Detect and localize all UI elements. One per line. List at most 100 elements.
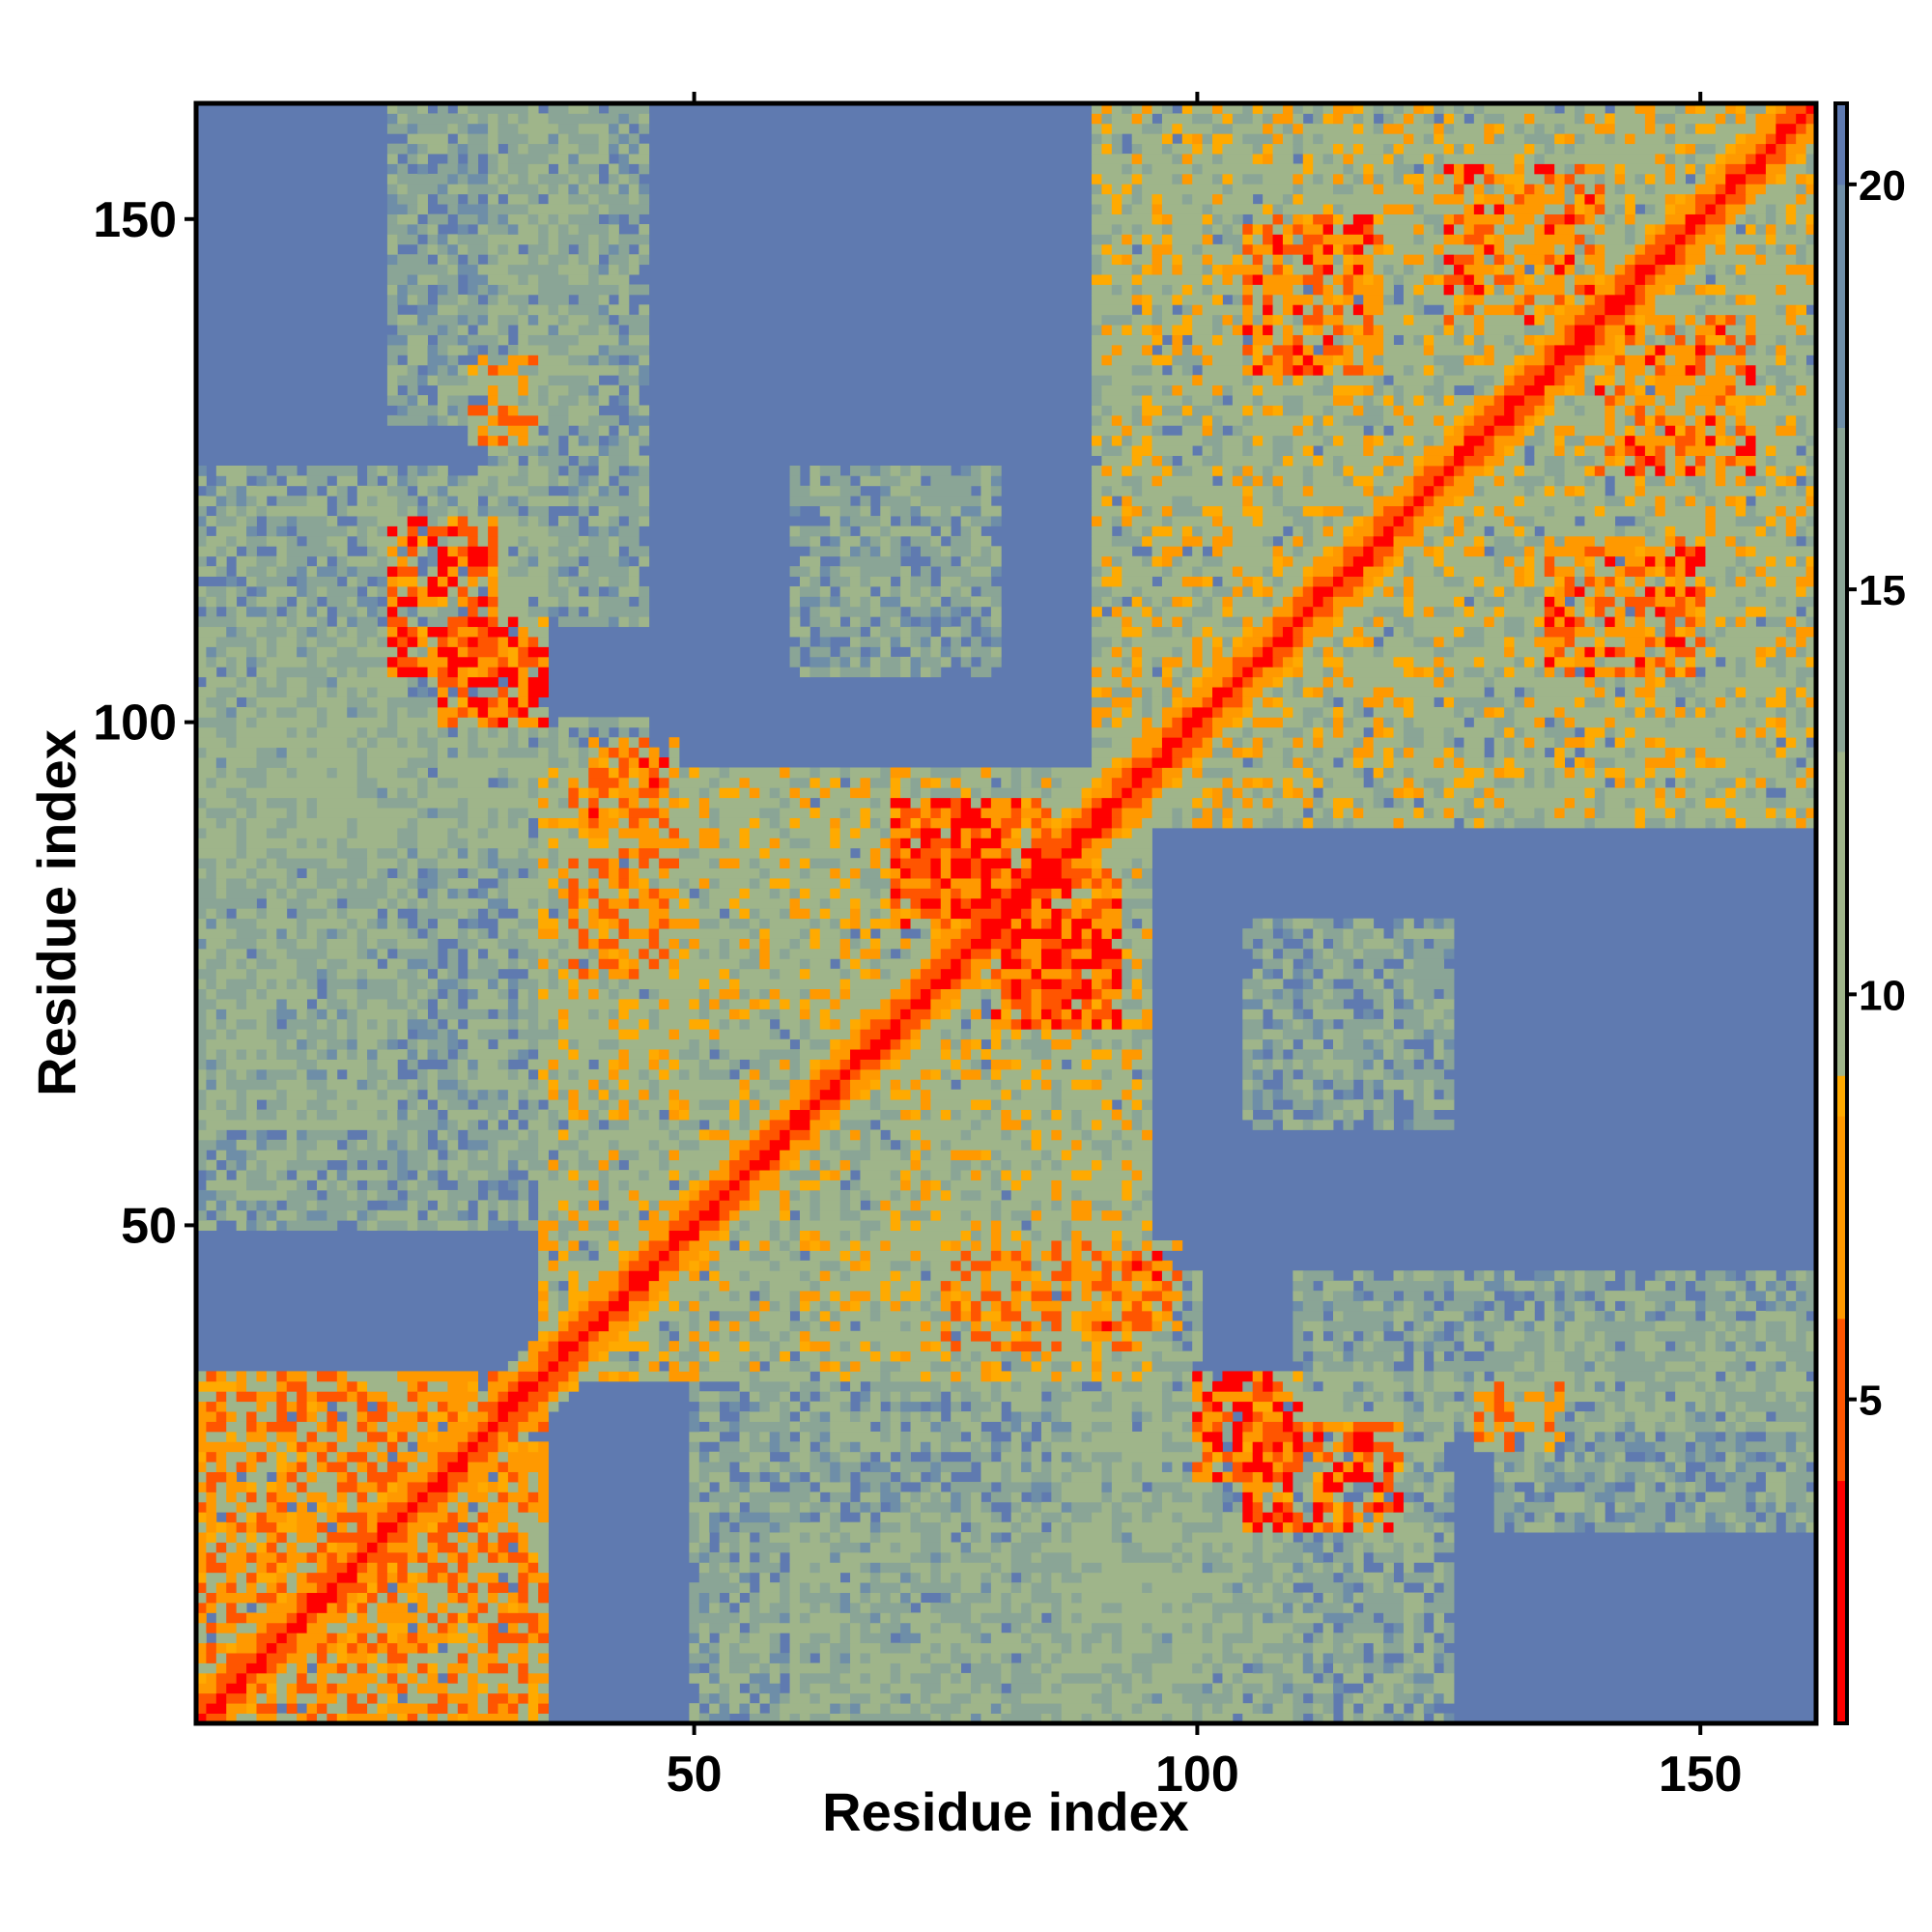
- heatmap-cell: [689, 1270, 700, 1282]
- heatmap-cell: [1805, 1401, 1817, 1412]
- heatmap-cell: [1021, 1029, 1032, 1040]
- heatmap-cell: [316, 1471, 338, 1483]
- heatmap-cell: [1181, 1421, 1193, 1433]
- heatmap-cell: [1142, 1220, 1152, 1232]
- heatmap-cell: [1040, 1109, 1052, 1121]
- heatmap-cell: [830, 1633, 841, 1644]
- heatmap-cell: [830, 1603, 841, 1613]
- heatmap-cell: [1061, 1079, 1072, 1091]
- heatmap-cell: [971, 1209, 992, 1221]
- heatmap-cell: [1393, 1703, 1405, 1714]
- heatmap-cell: [678, 1120, 700, 1130]
- heatmap-cell: [739, 1572, 751, 1583]
- heatmap-cell: [246, 1411, 257, 1422]
- heatmap-cell: [1242, 1109, 1254, 1121]
- heatmap-cell: [1192, 1421, 1204, 1433]
- heatmap-cell: [477, 1220, 489, 1232]
- heatmap-cell: [780, 1150, 801, 1161]
- heatmap-cell: [1584, 1492, 1596, 1503]
- heatmap-cell: [1322, 1672, 1334, 1684]
- heatmap-cell: [759, 1200, 781, 1211]
- heatmap-cell: [196, 1049, 207, 1060]
- heatmap-cell: [609, 1018, 619, 1030]
- heatmap-cell: [367, 1542, 378, 1553]
- heatmap-cell: [719, 1542, 730, 1553]
- heatmap-cell: [930, 1411, 942, 1422]
- heatmap-cell: [548, 1361, 559, 1372]
- heatmap-cell: [367, 1653, 378, 1663]
- heatmap-cell: [266, 1200, 277, 1211]
- heatmap-cell: [960, 1068, 981, 1080]
- heatmap-cell: [497, 1683, 509, 1694]
- heatmap-cell: [971, 1603, 1002, 1613]
- heatmap-cell: [940, 1642, 952, 1654]
- heatmap-cell: [507, 1089, 519, 1100]
- heatmap-cell: [920, 1260, 931, 1271]
- heatmap-cell: [1081, 1431, 1093, 1442]
- heatmap-cell: [609, 1371, 619, 1382]
- heatmap-cell: [869, 1572, 881, 1583]
- heatmap-cell: [1061, 1512, 1072, 1523]
- heatmap-cell: [1151, 1260, 1173, 1271]
- heatmap-cell: [1282, 1120, 1304, 1130]
- heatmap-cell: [468, 1572, 479, 1583]
- heatmap-cell: [951, 1109, 962, 1121]
- heatmap-cell: [417, 1029, 439, 1040]
- heatmap-cell: [789, 1361, 810, 1372]
- heatmap-cell: [256, 1582, 268, 1593]
- heatmap-cell: [1212, 1462, 1223, 1472]
- heatmap-cell: [477, 1441, 498, 1453]
- heatmap-cell: [1735, 1471, 1756, 1483]
- heatmap-cell: [1282, 1521, 1293, 1533]
- heatmap-cell: [367, 1562, 378, 1574]
- heatmap-cell: [1242, 1653, 1254, 1663]
- heatmap-cell: [839, 1209, 861, 1221]
- heatmap-cell: [698, 1713, 710, 1724]
- heatmap-cell: [1021, 1109, 1032, 1121]
- heatmap-cell: [709, 1120, 721, 1130]
- heatmap-cell: [689, 1642, 700, 1654]
- heatmap-cell: [1142, 1300, 1152, 1312]
- heatmap-cell: [618, 1270, 630, 1282]
- heatmap-cell: [749, 1321, 760, 1332]
- heatmap-cell: [1092, 1200, 1113, 1211]
- heatmap-cell: [347, 1150, 398, 1161]
- heatmap-cell: [930, 1653, 952, 1663]
- heatmap-cell: [830, 1321, 841, 1332]
- heatmap-cell: [1101, 1079, 1133, 1091]
- heatmap-cell: [1765, 1341, 1776, 1352]
- heatmap-cell: [507, 1683, 529, 1694]
- heatmap-cell: [477, 1572, 498, 1583]
- heatmap-cell: [518, 1703, 529, 1714]
- heatmap-cell: [1423, 1492, 1444, 1503]
- heatmap-cell: [1333, 1592, 1344, 1604]
- heatmap-cell: [1423, 1321, 1435, 1332]
- heatmap-cell: [1081, 1713, 1093, 1724]
- heatmap-cell: [588, 1109, 600, 1121]
- heatmap-cell: [437, 1612, 448, 1624]
- heatmap-cell: [739, 1330, 751, 1342]
- heatmap-cell: [1092, 1059, 1122, 1070]
- heatmap-cell: [729, 1653, 760, 1663]
- heatmap-cell: [578, 1280, 589, 1292]
- heatmap-cell: [668, 1170, 680, 1180]
- heatmap-cell: [1061, 1300, 1093, 1312]
- heatmap-cell: [719, 1633, 740, 1644]
- heatmap-cell: [749, 1159, 771, 1171]
- heatmap-cell: [1434, 1321, 1445, 1332]
- heatmap-cell: [1776, 1341, 1806, 1352]
- heatmap-cell: [971, 1361, 981, 1372]
- heatmap-cell: [1755, 1371, 1776, 1382]
- heatmap-cell: [598, 1310, 610, 1321]
- heatmap-cell: [1423, 1662, 1435, 1674]
- heatmap-cell: [869, 1391, 881, 1403]
- heatmap-cell: [1031, 1603, 1052, 1613]
- heatmap-cell: [1010, 1209, 1032, 1221]
- heatmap-cell: [266, 1692, 277, 1704]
- heatmap-cell: [1746, 1371, 1756, 1382]
- heatmap-cell: [990, 1653, 1002, 1663]
- heatmap-cell: [215, 1653, 227, 1663]
- heatmap-cell: [971, 1330, 992, 1342]
- heatmap-cell: [1413, 999, 1425, 1009]
- heatmap-cell: [1111, 1371, 1122, 1382]
